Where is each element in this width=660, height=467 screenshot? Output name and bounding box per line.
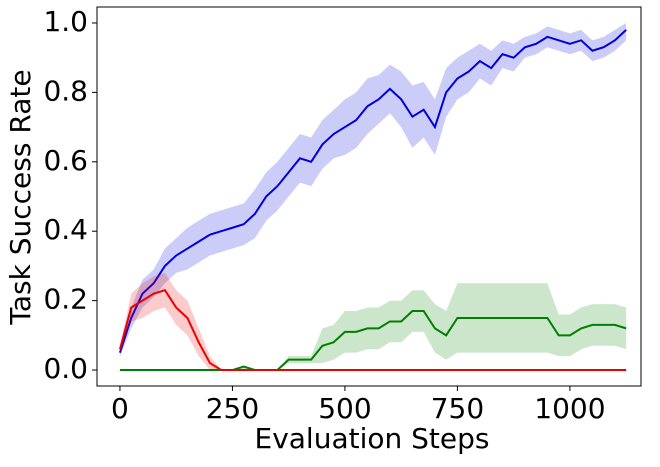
band	[119, 22, 627, 357]
line	[119, 310, 627, 372]
band	[119, 272, 627, 371]
x-axis-label: Evaluation Steps	[255, 422, 490, 455]
line	[118, 289, 627, 372]
x-tick-label: 500	[318, 392, 371, 425]
y-tick-label: 0.2	[43, 283, 88, 316]
y-axis-label: Task Success Rate	[4, 69, 37, 325]
y-tick-label: 0.4	[43, 213, 88, 246]
y-tick-label: 0.8	[43, 74, 88, 107]
line	[118, 29, 627, 353]
y-tick-label: 0.0	[43, 352, 88, 385]
x-tick-label: 250	[206, 392, 259, 425]
x-tick-label: 0	[111, 392, 129, 425]
x-tick-label: 1000	[534, 392, 605, 425]
y-tick-label: 0.6	[43, 144, 88, 177]
x-tick-label: 750	[431, 392, 484, 425]
band	[119, 283, 627, 371]
y-tick-label: 1.0	[43, 5, 88, 38]
plot-frame	[96, 6, 642, 387]
